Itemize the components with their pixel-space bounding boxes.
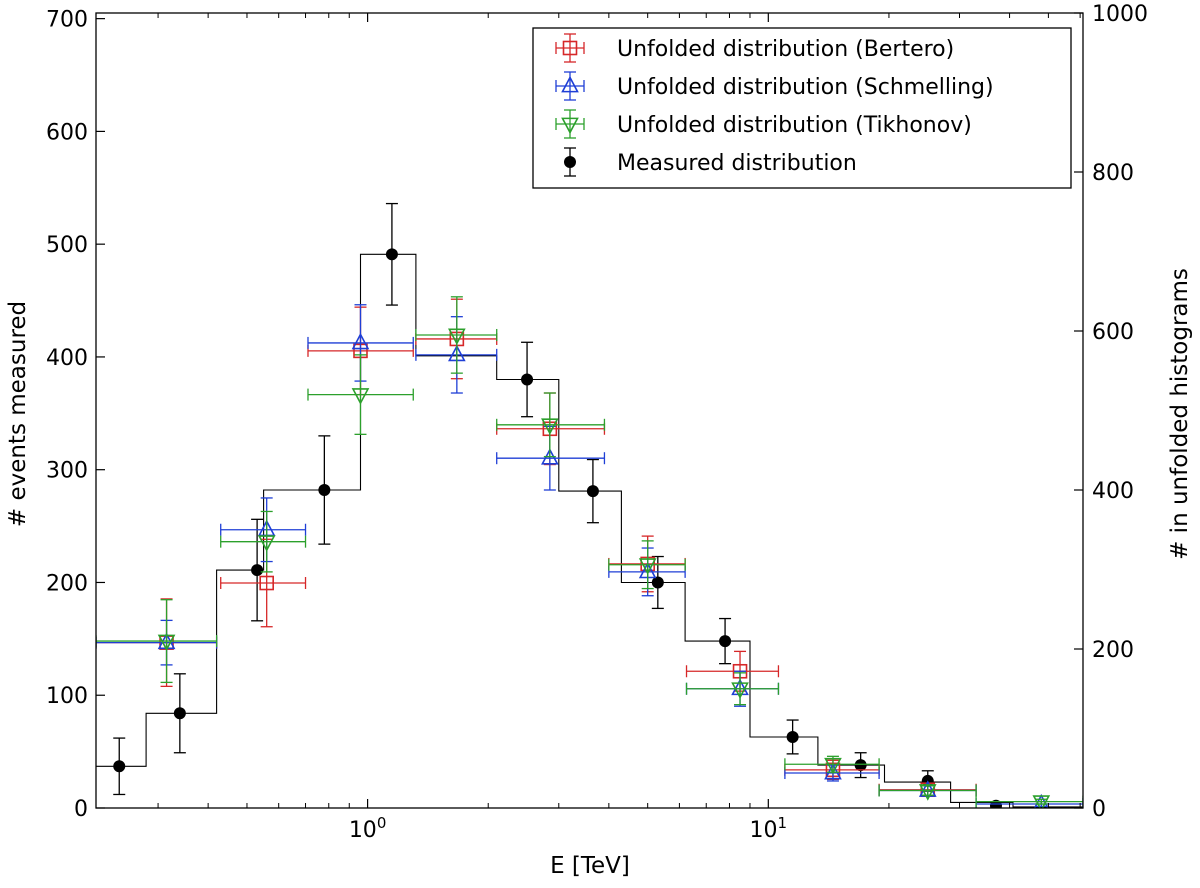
data-marker [351, 388, 370, 405]
data-marker [1032, 795, 1051, 808]
y-tick-label: 600 [46, 120, 88, 145]
y-tick-label: 0 [74, 797, 88, 822]
series-measured-point [385, 202, 398, 306]
legend-entry: Unfolded distribution (Tikhonov) [555, 109, 972, 139]
series-tikhonov-point [220, 510, 307, 573]
y-tick-label: 700 [46, 8, 88, 33]
histogram-step-line [96, 253, 1083, 808]
plot-frame [95, 12, 1084, 809]
y2-tick-label: 200 [1092, 638, 1134, 663]
legend-marker [562, 40, 578, 56]
legend: Unfolded distribution (Bertero) Unfolded … [532, 27, 1072, 189]
data-marker [719, 635, 732, 648]
legend-marker [564, 156, 576, 168]
series-tikhonov [96, 296, 1083, 808]
x-tick-label: 101 [750, 814, 788, 843]
data-marker [259, 575, 274, 591]
data-marker [318, 484, 331, 496]
data-marker [918, 780, 937, 797]
legend-entry: Unfolded distribution (Schmelling) [555, 71, 994, 101]
series-schmelling-point [96, 619, 218, 666]
x-tick-label: 100 [349, 814, 387, 843]
series-bertero-point [685, 650, 780, 692]
data-marker [351, 332, 370, 350]
series-bertero [96, 298, 977, 798]
series-tikhonov-point [878, 784, 977, 801]
series-measured-point [521, 341, 534, 418]
series-measured-point [251, 518, 264, 622]
y2-axis-label: # in unfolded histograms [1167, 268, 1193, 560]
y-tick-label: 500 [46, 233, 88, 258]
legend-marker [561, 75, 579, 93]
y2-tick-label: 1000 [1092, 2, 1148, 27]
data-marker [918, 784, 937, 801]
x-axis-label: E [TeV] [550, 853, 630, 879]
y2-tick-label: 800 [1092, 161, 1134, 186]
data-marker [786, 730, 799, 743]
data-marker [448, 328, 466, 346]
legend-entry: Measured distribution [564, 147, 857, 177]
legend-entry: Unfolded distribution (Bertero) [555, 33, 954, 63]
data-marker [173, 707, 186, 720]
series-tikhonov-point [975, 795, 1083, 808]
y-tick-label: 200 [46, 571, 88, 596]
axes: 0 100 200 300 400 500 600 700 0 200 400 600 800 1000 1… [46, 2, 1148, 843]
series-tikhonov-point [784, 755, 880, 775]
data-marker [638, 558, 657, 575]
legend-label: Unfolded distribution (Tikhonov) [617, 113, 972, 138]
legend-label: Measured distribution [617, 151, 857, 176]
series-measured-point [113, 737, 126, 796]
data-marker [586, 485, 599, 498]
data-marker [651, 576, 664, 589]
legend-label: Unfolded distribution (Bertero) [617, 37, 954, 62]
series-measured-point [318, 435, 331, 545]
legend-marker [561, 117, 579, 135]
data-marker [731, 682, 749, 699]
data-marker [541, 418, 559, 436]
series-measured-point [786, 719, 799, 755]
series-schmelling [96, 304, 1083, 808]
data-marker [521, 373, 534, 386]
data-marker [385, 248, 398, 261]
y-tick-label: 300 [46, 459, 88, 484]
data-marker [824, 757, 842, 775]
data-marker [257, 535, 276, 552]
series-measured-point [854, 752, 867, 779]
y2-tick-label: 400 [1092, 479, 1134, 504]
series-tikhonov-point [496, 392, 606, 458]
y2-tick-label: 600 [1092, 320, 1134, 345]
legend-label: Unfolded distribution (Schmelling) [617, 75, 994, 100]
y-tick-label: 400 [46, 346, 88, 371]
y-axis-label: # events measured [5, 301, 31, 527]
series-tikhonov-point [307, 354, 414, 436]
y-tick-label: 100 [46, 684, 88, 709]
series-bertero-point [496, 392, 606, 466]
series-tikhonov-point [96, 599, 218, 684]
series-measured [113, 202, 1002, 808]
plot-clipped [96, 202, 1083, 808]
plot-area [96, 202, 1083, 808]
series-measured-point [719, 617, 732, 665]
data-marker [157, 634, 176, 652]
data-marker [854, 759, 867, 772]
series-tikhonov-point [608, 540, 686, 590]
series-measured-point [586, 458, 599, 524]
legend-box [532, 27, 1072, 189]
series-tikhonov-point [415, 296, 498, 374]
data-marker [113, 760, 126, 773]
y2-tick-label: 0 [1092, 797, 1106, 822]
series-tikhonov-point [685, 672, 780, 706]
series-measured-point [173, 673, 186, 754]
data-marker [251, 564, 264, 577]
